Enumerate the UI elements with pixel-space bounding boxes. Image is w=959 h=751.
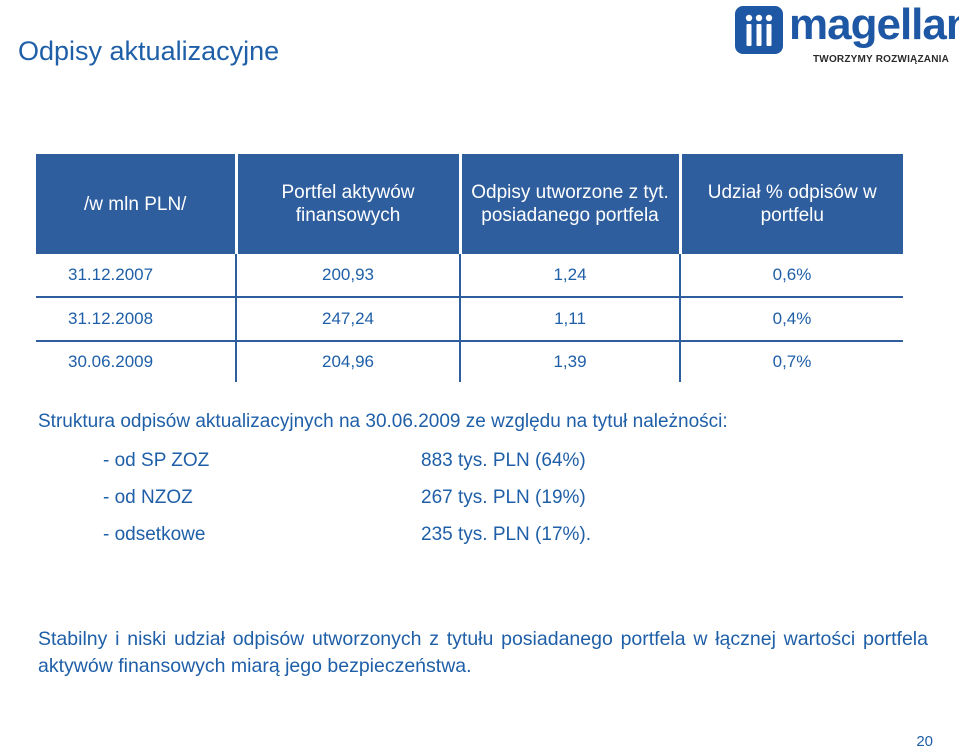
table-header-writeoffs: Odpisy utworzone z tyt. posiadanego port… [458,154,680,254]
table-cell-date: 30.06.2009 [36,340,236,382]
list-item-value: 267 tys. PLN (19%) [421,487,586,508]
logo-wordmark: magellan [789,0,959,49]
table-row: 30.06.2009 204,96 1,39 0,7% [36,340,903,382]
table-header-unit: /w mln PLN/ [36,154,236,254]
structure-heading: Struktura odpisów aktualizacyjnych na 30… [38,411,728,432]
table-cell-writeoffs: 1,24 [459,254,680,297]
table-row: 31.12.2007 200,93 1,24 0,6% [36,254,903,297]
table-cell-portfolio: 247,24 [235,296,460,341]
list-item-value: 235 tys. PLN (17%). [421,524,592,545]
logo-tagline: TWORZYMY ROZWIĄZANIA [813,54,950,65]
table-cell-share: 0,4% [679,296,903,341]
list-item-value: 883 tys. PLN (64%) [421,450,586,471]
conclusion-text: Stabilny i niski udział odpisów utworzon… [38,627,928,677]
table-cell-portfolio: 204,96 [235,340,460,382]
table-header-portfolio: Portfel aktywów finansowych [234,154,460,254]
slide-title: Odpisy aktualizacyjne [18,36,280,66]
list-item-label: - od SP ZOZ [103,450,210,471]
list-item-label: - odsetkowe [103,524,206,545]
page-number: 20 [916,733,933,750]
table-cell-writeoffs: 1,11 [459,296,680,341]
table-header-share: Udział % odpisów w portfelu [678,154,903,254]
magellan-logo: magellan TWORZYMY ROZWIĄZANIA [735,0,959,70]
table-cell-date: 31.12.2007 [68,265,154,284]
impairment-table: /w mln PLN/ Portfel aktywów finansowych … [36,154,903,382]
table-header-row: /w mln PLN/ Portfel aktywów finansowych … [36,154,903,254]
table-cell-date: 31.12.2008 [36,296,236,341]
table-cell-share: 0,6% [679,254,903,297]
table-cell-portfolio: 200,93 [235,254,460,297]
table-row: 31.12.2008 247,24 1,11 0,4% [36,296,903,341]
magellan-logo-icon [735,6,783,54]
list-item-label: - od NZOZ [103,487,193,508]
table-cell-writeoffs: 1,39 [459,340,680,382]
table-cell-share: 0,7% [679,340,903,382]
